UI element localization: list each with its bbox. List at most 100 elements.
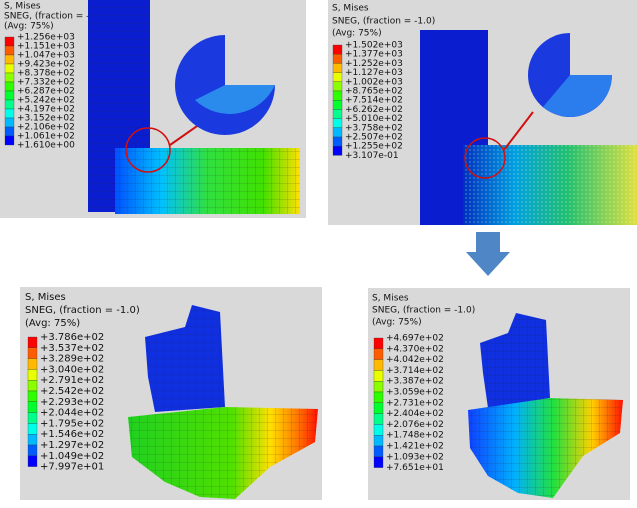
legend-label: +1.151e+03 (17, 42, 75, 52)
legend-swatch (373, 348, 384, 360)
legend-swatch (27, 336, 38, 348)
legend-swatch (4, 54, 15, 65)
legend-label: +6.287e+02 (17, 87, 75, 97)
result-panel: S, Mises SNEG, (fraction = -1.0) (Avg: 7… (0, 0, 306, 218)
legend-label: +3.786e+02 (40, 332, 104, 343)
legend-label: +1.546e+02 (40, 429, 104, 440)
panel-subtitle: SNEG, (fraction = -1.0) (372, 306, 475, 316)
legend-label: +7.997e+01 (40, 462, 104, 473)
legend-label: +1.127e+03 (345, 68, 403, 78)
legend-swatch (27, 390, 38, 402)
legend-label: +4.370e+02 (386, 344, 444, 354)
legend-swatch (27, 369, 38, 381)
legend-swatch (332, 63, 343, 73)
legend-label: +2.791e+02 (40, 375, 104, 386)
legend-label: +7.332e+02 (17, 78, 75, 88)
legend-swatch (27, 423, 38, 435)
panel-title: S, Mises (4, 2, 41, 12)
legend-swatch (373, 456, 384, 468)
panel-subtitle: SNEG, (fraction = -1.0) (332, 17, 435, 27)
legend-label: +2.106e+02 (17, 123, 75, 133)
panel-subtitle: SNEG, (fraction = -1.0) (25, 305, 140, 316)
legend-swatch (332, 72, 343, 82)
legend-swatch (332, 109, 343, 119)
panel-title: S, Mises (372, 294, 409, 304)
result-panel: S, Mises SNEG, (fraction = -1.0) (Avg: 7… (328, 0, 637, 225)
legend-swatch (332, 100, 343, 110)
legend-swatch (332, 44, 343, 55)
legend-label: +3.714e+02 (386, 366, 444, 376)
legend-label: +2.507e+02 (345, 133, 403, 143)
legend-label: +1.049e+02 (40, 451, 104, 462)
contour-plot: S, Mises SNEG, (fraction = -1.0) (Avg: 7… (372, 294, 623, 498)
legend-label: +2.731e+02 (386, 398, 444, 408)
mesh (128, 407, 318, 499)
legend-label: +3.537e+02 (40, 343, 104, 354)
zoom-inset (195, 85, 275, 114)
legend-swatch (27, 401, 38, 413)
legend-swatch (4, 63, 15, 74)
panel-title: S, Mises (332, 4, 369, 14)
legend-swatch (4, 117, 15, 128)
legend-label: +3.152e+02 (17, 114, 75, 124)
legend: +4.697e+02+4.370e+02+4.042e+02+3.714e+02… (373, 334, 444, 473)
legend-swatch (332, 136, 343, 147)
legend-label: +5.242e+02 (17, 96, 75, 106)
legend-swatch (27, 412, 38, 424)
panel-averaging: (Avg: 75%) (372, 318, 422, 328)
legend: +3.786e+02+3.537e+02+3.289e+02+3.040e+02… (27, 332, 104, 473)
legend-label: +5.010e+02 (345, 114, 403, 124)
legend-label: +2.404e+02 (386, 409, 444, 419)
legend-label: +3.059e+02 (386, 388, 444, 398)
legend-label: +3.107e-01 (345, 151, 399, 161)
legend-swatch (4, 72, 15, 83)
panel-subtitle: SNEG, (fraction = -1.0) (4, 12, 107, 22)
legend-label: +3.387e+02 (386, 377, 444, 387)
legend-swatch (332, 127, 343, 138)
legend-label: +8.765e+02 (345, 87, 403, 97)
legend-swatch (332, 118, 343, 128)
legend-label: +7.651e+01 (386, 463, 444, 473)
legend-swatch (4, 126, 15, 137)
mesh (115, 148, 300, 214)
zoom-arrow (503, 111, 534, 151)
legend-label: +1.795e+02 (40, 418, 104, 429)
legend-label: +1.421e+02 (386, 442, 444, 452)
mesh (145, 305, 225, 412)
legend-label: +4.042e+02 (386, 355, 444, 365)
legend-swatch (373, 402, 384, 414)
legend-swatch (332, 146, 343, 156)
legend-label: +1.002e+03 (345, 77, 403, 87)
legend-swatch (27, 455, 38, 467)
legend-swatch (373, 445, 384, 457)
legend-label: +1.377e+03 (345, 50, 403, 60)
contour-plot: S, Mises SNEG, (fraction = -1.0) (Avg: 7… (25, 292, 318, 499)
legend-label: +4.197e+02 (17, 105, 75, 115)
panel-title: S, Mises (25, 292, 66, 303)
legend-label: +1.252e+03 (345, 59, 403, 69)
panel-averaging: (Avg: 75%) (332, 29, 382, 39)
legend-swatch (4, 108, 15, 119)
legend-label: +3.289e+02 (40, 354, 104, 365)
legend-swatch (373, 435, 384, 447)
legend-label: +4.697e+02 (386, 334, 444, 344)
legend-label: +1.502e+03 (345, 41, 403, 51)
mesh (480, 313, 550, 408)
panel-averaging: (Avg: 75%) (4, 22, 54, 32)
result-panel: S, Mises SNEG, (fraction = -1.0) (Avg: 7… (20, 287, 322, 500)
legend-label: +3.758e+02 (345, 123, 403, 133)
legend-swatch (4, 81, 15, 92)
legend-label: +1.748e+02 (386, 431, 444, 441)
legend-swatch (373, 391, 384, 403)
legend-label: +1.093e+02 (386, 452, 444, 462)
mesh (463, 145, 637, 225)
legend-swatch (27, 380, 38, 392)
panel-averaging: (Avg: 75%) (25, 318, 80, 329)
legend-swatch (4, 45, 15, 56)
legend-swatch (27, 358, 38, 370)
legend-swatch (373, 370, 384, 382)
legend-swatch (4, 135, 15, 146)
legend-label: +1.255e+02 (345, 142, 403, 152)
legend-swatch (27, 444, 38, 456)
